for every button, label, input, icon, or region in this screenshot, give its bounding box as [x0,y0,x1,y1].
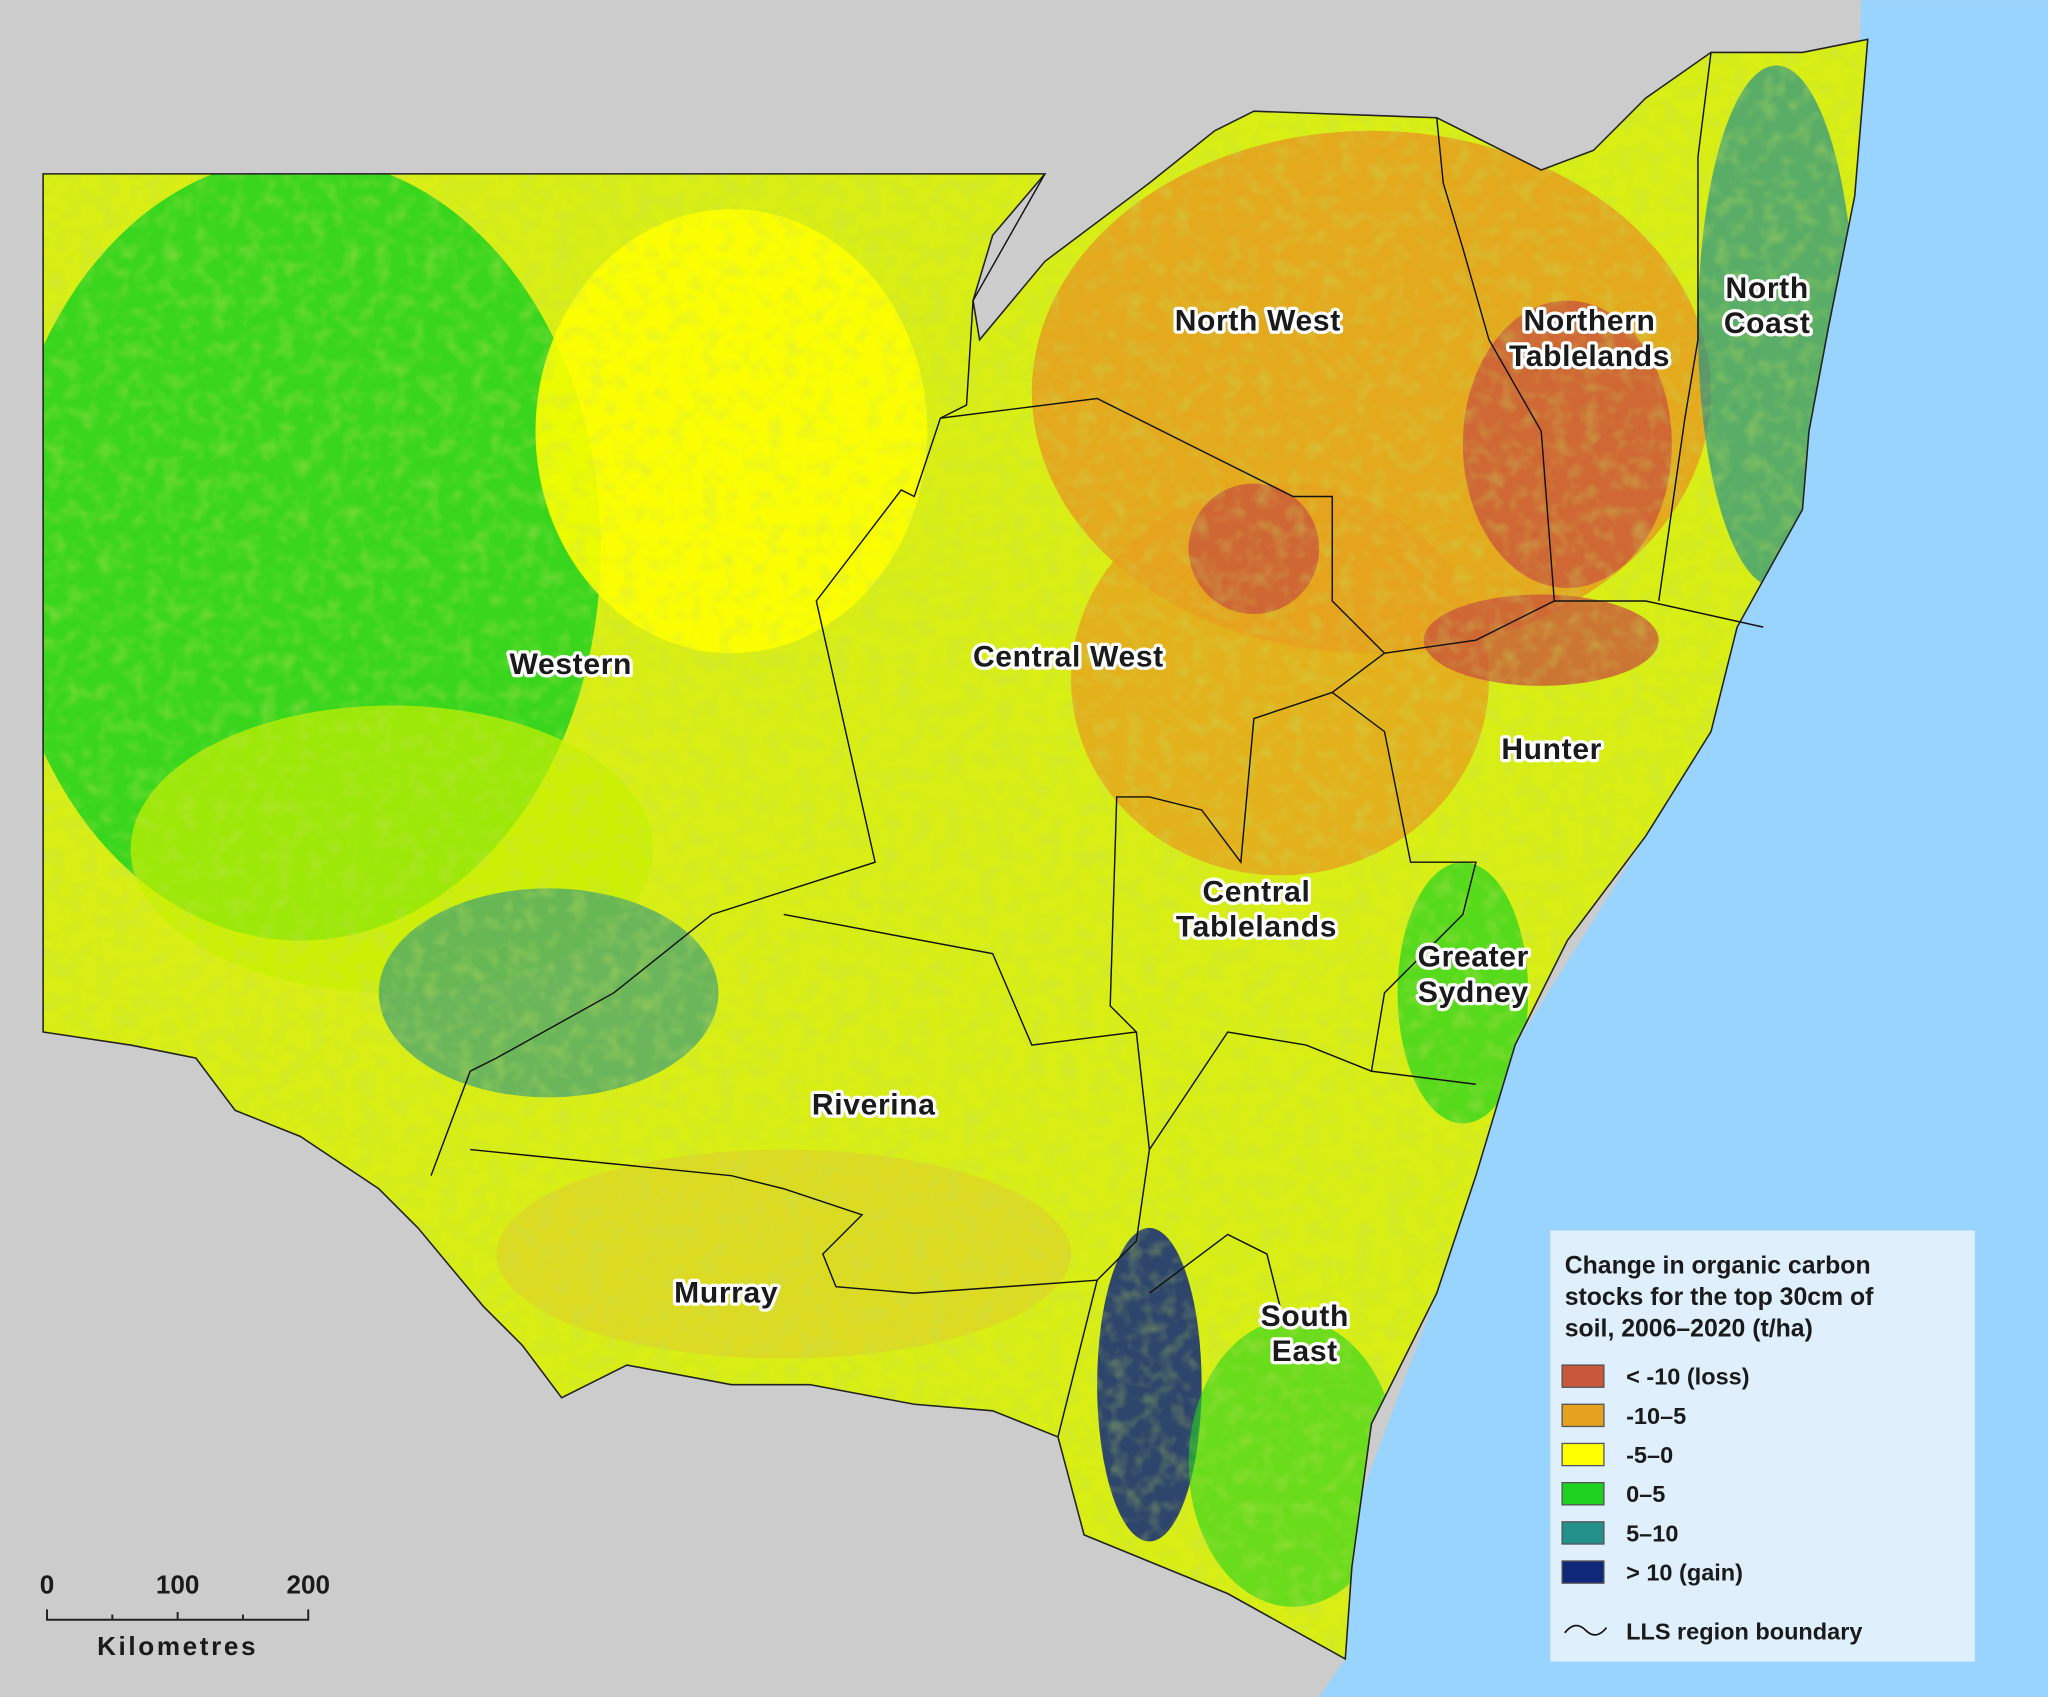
region-label: South [1261,1300,1349,1333]
boundary [1331,691,1477,1085]
legend-label: 0–5 [1626,1481,1665,1507]
region-label: Tablelands [1176,911,1337,944]
region-label: Riverina [812,1088,936,1121]
scale-unit: Kilometres [97,1631,258,1661]
legend-swatch [1561,1521,1605,1545]
boundary [940,397,1764,654]
boundary [1658,52,1712,602]
legend-label: -5–0 [1626,1442,1673,1468]
legend-box [1550,1230,1975,1662]
region-label: Tablelands [1509,340,1670,373]
boundary [783,652,1385,1046]
legend-title: soil, 2006–2020 (t/ha) [1565,1315,1813,1342]
boundary [470,1148,1098,1294]
legend-title: Change in organic carbon [1565,1253,1871,1280]
legend-label: > 10 (gain) [1626,1560,1743,1586]
boundary [1436,117,1556,602]
region-label: East [1272,1335,1338,1368]
scale-label: 100 [156,1570,200,1600]
region-label: Sydney [1418,976,1529,1009]
scale-label: 0 [40,1570,55,1600]
legend-swatch [1561,1560,1605,1584]
lls-boundaries [430,52,1764,1438]
scale-bar: 0 100 200 Kilometres [40,1570,330,1661]
legend-label: -10–5 [1626,1403,1686,1429]
legend-title: stocks for the top 30cm of [1565,1284,1874,1311]
legend-label: < -10 (loss) [1626,1364,1749,1390]
region-label: North West [1175,305,1341,338]
legend-swatch [1561,1403,1605,1428]
legend: Change in organic carbon stocks for the t… [1561,1253,1874,1644]
boundary [430,173,1046,1176]
region-label: Greater [1418,941,1529,974]
scale-label: 200 [286,1570,330,1600]
region-label: Murray [674,1276,778,1309]
region-label: Hunter [1501,733,1602,766]
legend-swatch [1561,1481,1605,1506]
region-label: North [1726,272,1809,305]
region-label: Western [510,648,633,681]
boundary [1148,1233,1281,1307]
region-label: Northern [1524,305,1656,338]
region-label: Central West [973,640,1164,673]
boundary [1057,1031,1151,1438]
legend-label: 5–10 [1626,1520,1678,1546]
region-label: Coast [1724,307,1811,340]
region-label: Central [1202,875,1310,908]
legend-boundary-symbol [1564,1624,1608,1636]
legend-label: LLS region boundary [1626,1618,1862,1644]
legend-swatch [1561,1442,1605,1467]
region-labels: North West NorthernTablelandsNorthCoastWe… [506,269,1813,1372]
legend-swatch [1561,1364,1605,1388]
boundary [1148,1031,1372,1150]
